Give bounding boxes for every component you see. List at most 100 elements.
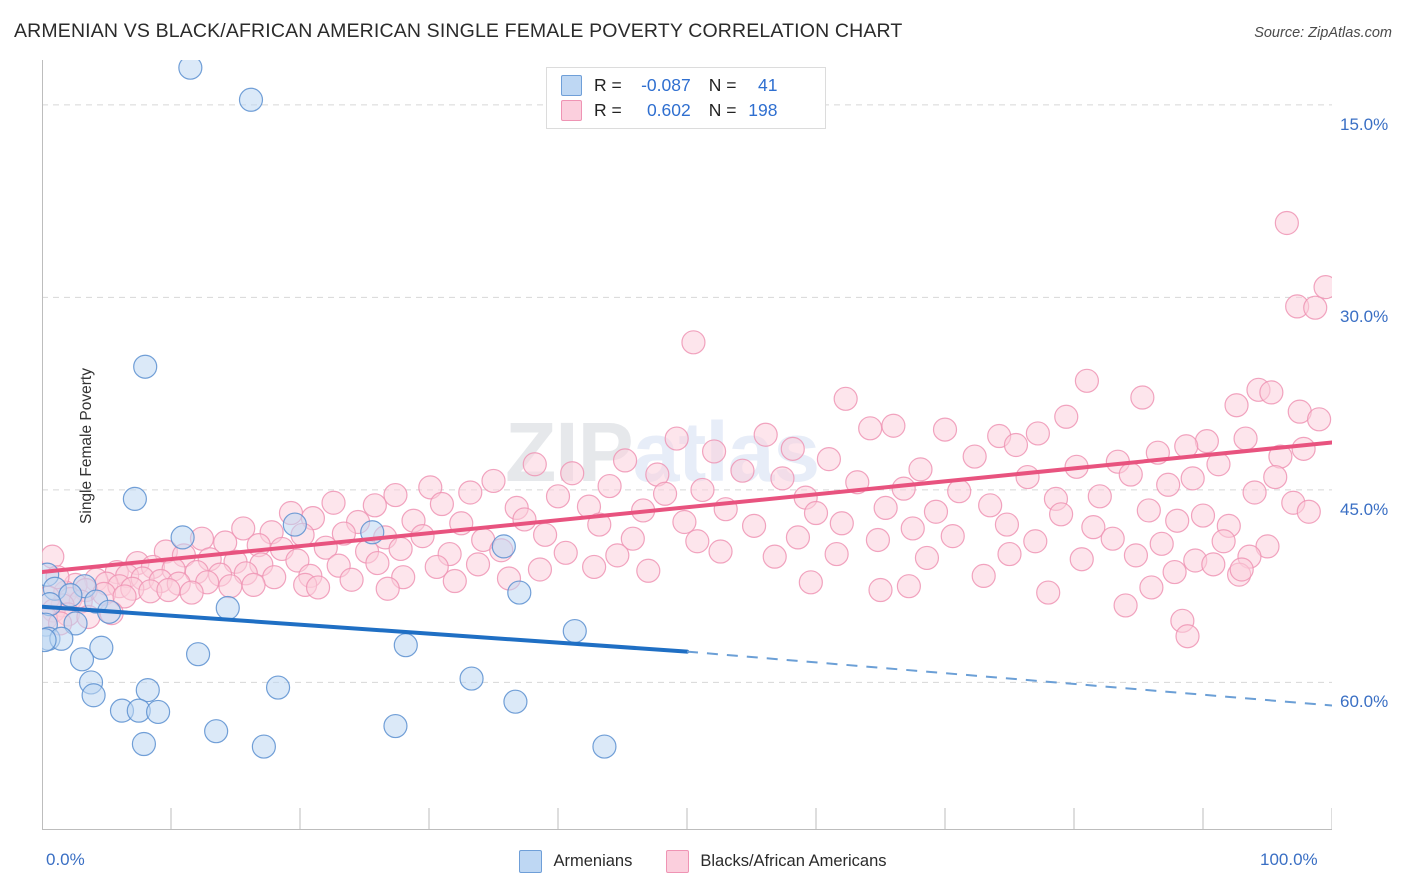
data-point [512, 507, 537, 532]
data-point [1123, 543, 1149, 568]
data-point [672, 509, 697, 535]
data-point [81, 683, 106, 708]
data-point [908, 457, 933, 482]
data-point [1190, 503, 1216, 528]
data-point [321, 490, 346, 515]
data-point [923, 499, 949, 524]
data-point [507, 580, 532, 605]
data-point [533, 522, 558, 547]
stats-row-armenians: R = -0.087 N = 41 [561, 73, 813, 98]
data-point [1139, 575, 1164, 600]
data-point [1081, 515, 1106, 540]
data-point [218, 574, 243, 599]
data-point [251, 734, 276, 759]
data-point [465, 552, 491, 577]
data-point [42, 627, 57, 653]
data-point [393, 633, 418, 658]
data-point [1136, 498, 1161, 523]
data-point [1156, 472, 1181, 497]
data-point [690, 477, 715, 503]
data-point [1259, 380, 1284, 405]
y-axis-tick-label: 15.0% [1340, 114, 1389, 134]
data-point [605, 543, 630, 568]
data-point [1313, 275, 1332, 300]
n-label-armenians: N = [708, 75, 737, 95]
data-point [383, 713, 408, 739]
y-axis-tick-label: 45.0% [1340, 499, 1389, 519]
data-point [339, 567, 364, 592]
data-point [1274, 210, 1299, 236]
data-point [978, 493, 1003, 518]
data-point [458, 480, 483, 505]
data-point [545, 484, 571, 509]
data-point [362, 493, 387, 518]
data-point [1303, 295, 1328, 320]
data-point [780, 436, 805, 461]
y-axis-tick-label: 60.0% [1340, 692, 1389, 712]
data-point [429, 491, 454, 517]
data-point [1296, 499, 1321, 524]
page-title: ARMENIAN VS BLACK/AFRICAN AMERICAN SINGL… [14, 20, 903, 42]
data-point [762, 544, 787, 569]
data-point [1175, 624, 1200, 649]
correlation-stats-legend: R = -0.087 N = 41 R = 0.602 N = 198 [546, 67, 826, 129]
plot-area [42, 60, 1332, 830]
data-point [816, 447, 842, 472]
data-point [932, 417, 958, 442]
data-point [1054, 404, 1079, 429]
legend-swatch-armenians [561, 75, 582, 96]
x-axis-tick-label-min: 0.0% [46, 850, 85, 869]
legend-item-blacks[interactable]: Blacks/African Americans [666, 850, 887, 873]
data-point [1023, 529, 1048, 554]
data-point [741, 513, 767, 538]
n-value-blacks: 198 [748, 100, 778, 120]
legend-color-blacks [666, 850, 690, 873]
data-point [785, 525, 811, 550]
data-point [1201, 552, 1226, 577]
data-point [63, 611, 88, 636]
data-point [612, 448, 638, 473]
data-point [553, 540, 578, 565]
data-point [753, 422, 778, 447]
series-points-armenians [42, 60, 617, 759]
data-point [265, 675, 291, 700]
data-point [1149, 531, 1174, 556]
data-point [282, 512, 307, 537]
data-point [170, 525, 195, 550]
data-point [685, 529, 710, 554]
data-point [503, 689, 528, 714]
data-point [522, 452, 547, 477]
data-point [1074, 368, 1100, 393]
legend-item-armenians[interactable]: Armenians [519, 850, 632, 873]
data-point [1224, 393, 1249, 418]
data-point [770, 466, 795, 491]
data-point [238, 87, 264, 112]
data-point [1211, 529, 1236, 554]
trend-line-armenians-extrapolated [686, 650, 1332, 707]
data-point [997, 541, 1022, 567]
data-point [388, 536, 413, 562]
series-points-blacks [42, 210, 1332, 649]
data-point [131, 731, 157, 757]
data-point [1036, 580, 1061, 605]
legend-label-blacks: Blacks/African Americans [700, 852, 887, 870]
data-point [215, 595, 240, 621]
data-point [873, 495, 898, 520]
r-value-blacks: 0.602 [646, 100, 691, 120]
data-point [424, 554, 449, 580]
data-point [896, 574, 921, 599]
r-label-armenians: R = [594, 75, 622, 95]
data-point [1162, 559, 1187, 585]
data-point [1180, 466, 1205, 491]
data-point [42, 592, 62, 617]
data-point [418, 475, 443, 500]
data-point [241, 572, 266, 597]
legend-label-armenians: Armenians [553, 852, 633, 870]
stats-row-blacks: R = 0.602 N = 198 [561, 98, 813, 123]
legend-color-armenians [519, 850, 543, 873]
data-point [1263, 464, 1288, 490]
data-point [481, 468, 506, 494]
data-point [962, 444, 987, 469]
data-point [560, 461, 585, 486]
trend-line-blacks [42, 440, 1332, 575]
